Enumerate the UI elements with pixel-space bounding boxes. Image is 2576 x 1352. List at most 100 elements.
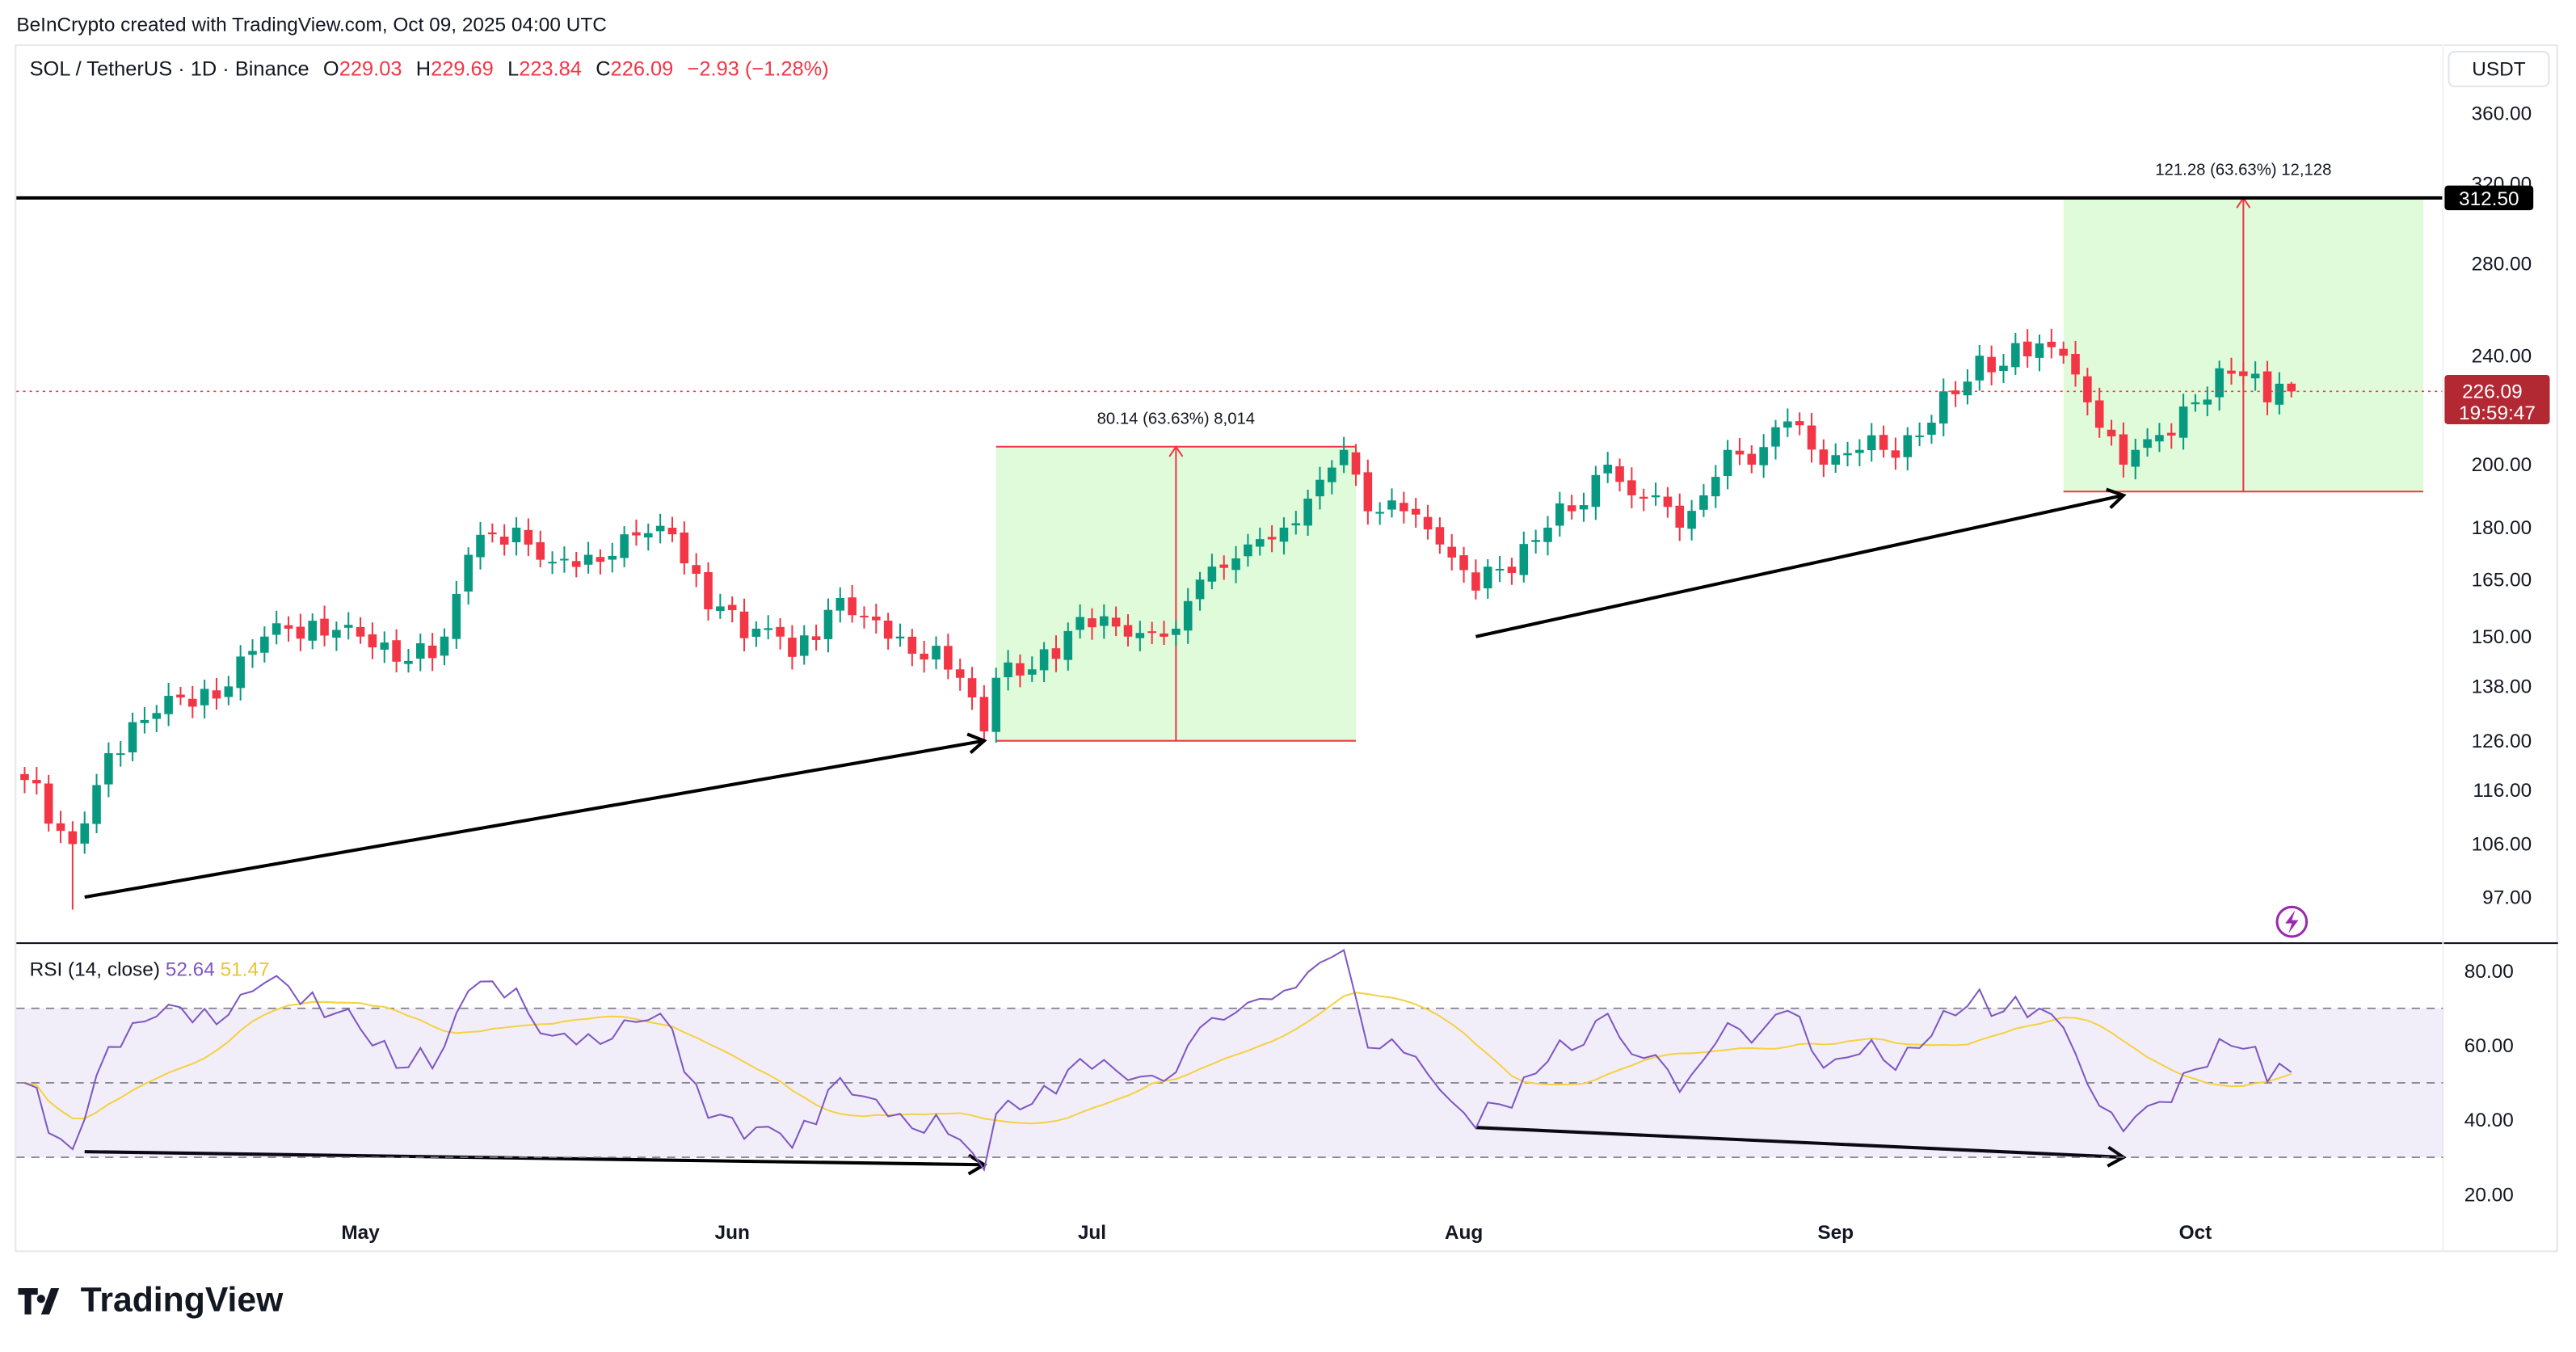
candle[interactable] (224, 676, 234, 705)
candle[interactable] (536, 530, 545, 568)
candle[interactable] (991, 668, 1001, 743)
candle[interactable] (811, 624, 821, 651)
candle[interactable] (1123, 614, 1133, 647)
candle[interactable] (1507, 558, 1517, 585)
candle[interactable] (1795, 412, 1804, 436)
candle[interactable] (1567, 495, 1576, 520)
candle[interactable] (1387, 488, 1396, 518)
candle[interactable] (979, 684, 989, 740)
candle[interactable] (1075, 604, 1084, 639)
candle[interactable] (1495, 555, 1505, 583)
candle[interactable] (2071, 340, 2080, 387)
candle[interactable] (1471, 559, 1480, 600)
candle[interactable] (92, 773, 101, 834)
candle[interactable] (1411, 498, 1421, 529)
candle[interactable] (1675, 493, 1685, 541)
candle[interactable] (1267, 525, 1277, 553)
candle[interactable] (739, 598, 749, 651)
candle[interactable] (704, 562, 713, 621)
candle[interactable] (1219, 555, 1229, 580)
candle[interactable] (1639, 488, 1648, 512)
candle[interactable] (2047, 328, 2056, 359)
candle[interactable] (548, 551, 557, 575)
candle[interactable] (308, 613, 318, 650)
candle[interactable] (1867, 423, 1876, 462)
candle[interactable] (1400, 491, 1408, 524)
candle[interactable] (1831, 443, 1840, 474)
candle[interactable] (872, 604, 881, 634)
candle[interactable] (727, 596, 737, 623)
candle[interactable] (848, 585, 857, 623)
candle[interactable] (271, 610, 281, 645)
candle[interactable] (20, 767, 29, 794)
price-trend-arrow[interactable] (1475, 493, 2124, 638)
candle[interactable] (1279, 517, 1289, 555)
candle[interactable] (1927, 415, 1936, 444)
currency-button[interactable]: USDT (2448, 51, 2550, 87)
candle[interactable] (392, 629, 401, 673)
candle[interactable] (332, 621, 341, 651)
candle[interactable] (1531, 529, 1540, 554)
candle[interactable] (1339, 436, 1349, 474)
candle[interactable] (1244, 533, 1252, 567)
candle[interactable] (583, 541, 593, 574)
candle[interactable] (2131, 438, 2140, 480)
candle[interactable] (476, 521, 485, 570)
candle[interactable] (368, 622, 377, 659)
candle[interactable] (632, 519, 641, 546)
rsi-trend-arrow[interactable] (84, 1150, 984, 1167)
candle[interactable] (1423, 504, 1433, 540)
candle[interactable] (524, 518, 533, 557)
candle[interactable] (1555, 491, 1564, 537)
candle[interactable] (1819, 439, 1829, 478)
candle[interactable] (1100, 604, 1109, 639)
candle[interactable] (1004, 650, 1012, 691)
candle[interactable] (799, 625, 809, 665)
candle[interactable] (1172, 620, 1181, 647)
candle[interactable] (260, 626, 269, 663)
candle[interactable] (1579, 492, 1589, 522)
candle[interactable] (1051, 635, 1061, 672)
candle[interactable] (1987, 345, 1996, 385)
candle[interactable] (1687, 499, 1696, 541)
candle[interactable] (212, 678, 221, 710)
candle[interactable] (1483, 559, 1492, 600)
candle[interactable] (1363, 459, 1373, 525)
candle[interactable] (1231, 545, 1240, 583)
candle[interactable] (116, 741, 125, 767)
candle[interactable] (823, 598, 833, 653)
lightning-icon[interactable] (2275, 905, 2309, 938)
candle[interactable] (1975, 344, 1985, 391)
candle[interactable] (895, 623, 905, 647)
candle[interactable] (1447, 533, 1457, 571)
rsi-trend-arrow[interactable] (1475, 1126, 2124, 1160)
candle[interactable] (2094, 387, 2104, 438)
candle[interactable] (2191, 394, 2200, 412)
candle[interactable] (236, 645, 245, 701)
candle[interactable] (1915, 422, 1924, 447)
candle[interactable] (1303, 489, 1312, 537)
candle[interactable] (1291, 511, 1301, 535)
candle[interactable] (1195, 571, 1205, 611)
candle[interactable] (511, 517, 521, 556)
candle[interactable] (883, 613, 893, 650)
candle[interactable] (1088, 608, 1096, 640)
candle[interactable] (1375, 502, 1384, 525)
candle[interactable] (296, 613, 305, 651)
candle[interactable] (44, 774, 53, 832)
candle[interactable] (944, 634, 953, 680)
candle[interactable] (1843, 441, 1852, 467)
candle[interactable] (692, 553, 701, 588)
candle[interactable] (907, 629, 917, 667)
candle[interactable] (1903, 427, 1913, 471)
candle[interactable] (68, 821, 78, 910)
candle[interactable] (2059, 341, 2068, 364)
candle[interactable] (200, 679, 209, 719)
candle[interactable] (2262, 360, 2272, 415)
candle[interactable] (716, 593, 725, 619)
candle[interactable] (2239, 362, 2248, 385)
candle[interactable] (1759, 434, 1768, 478)
candle[interactable] (596, 549, 605, 575)
candle[interactable] (284, 616, 293, 642)
